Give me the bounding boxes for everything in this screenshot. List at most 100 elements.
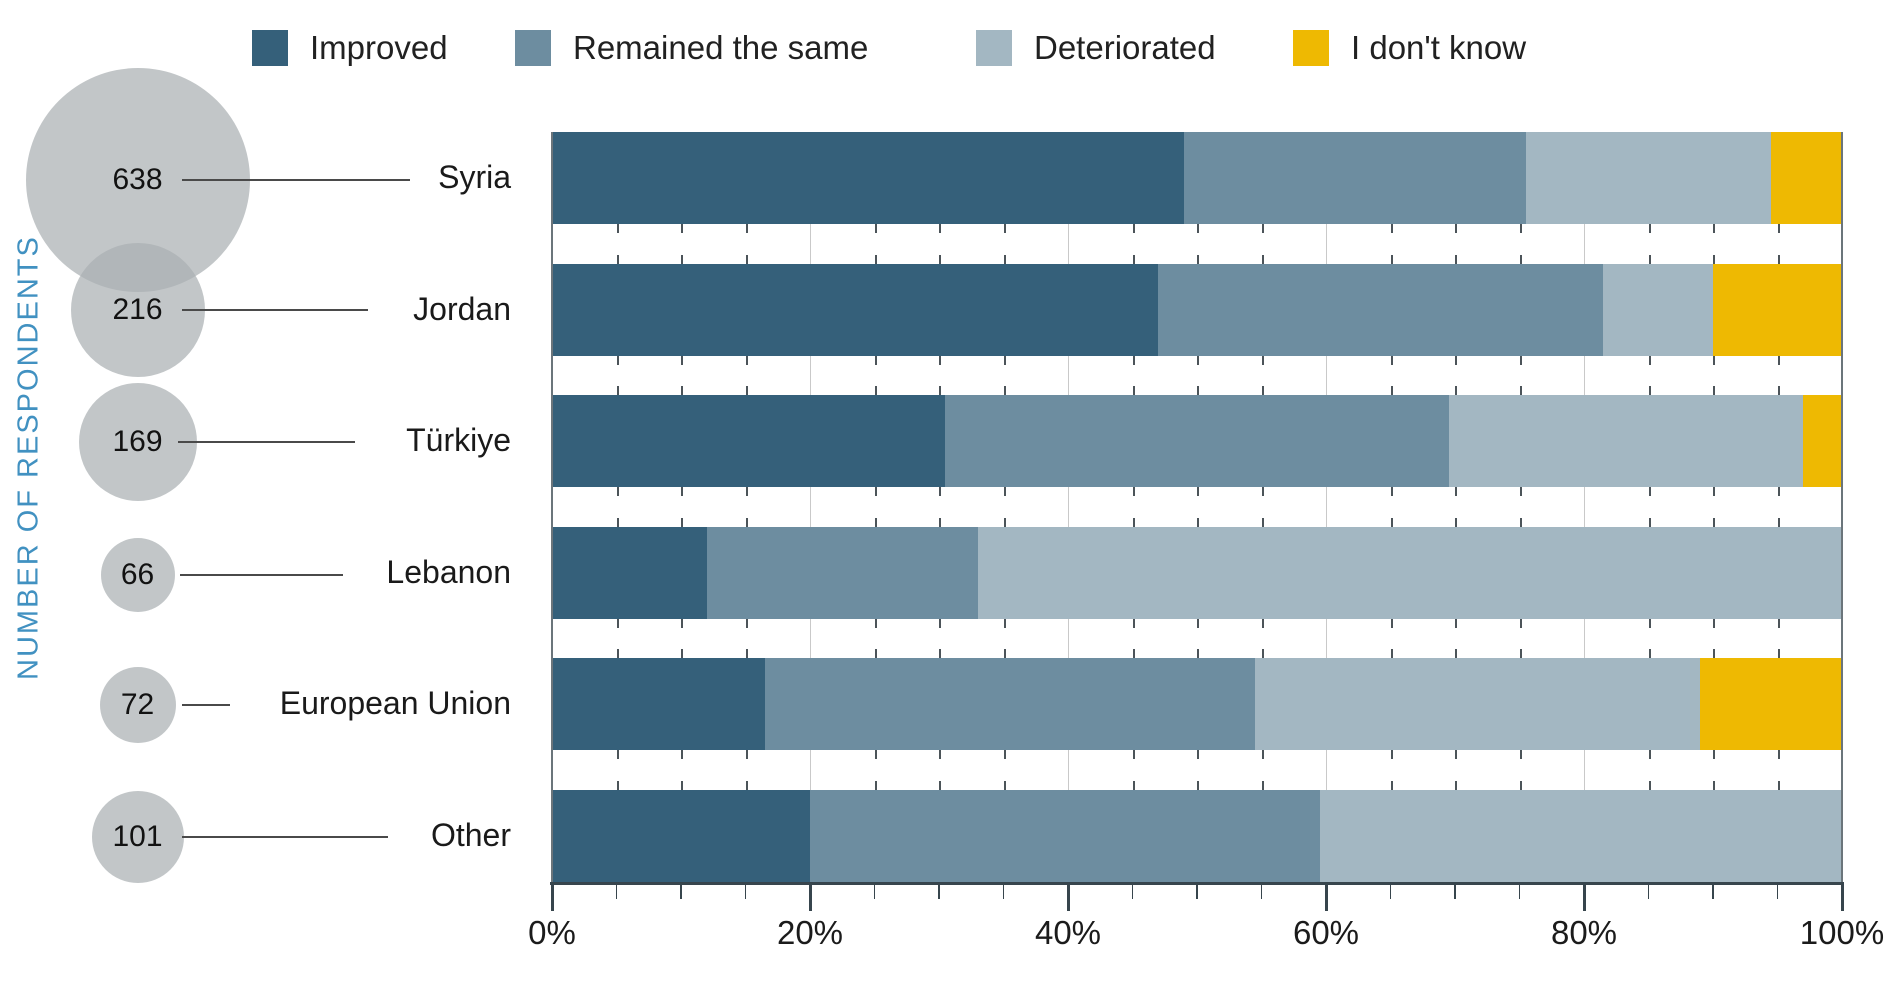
minor-tick — [1197, 750, 1199, 759]
minor-tick — [939, 386, 941, 395]
major-gridline — [1326, 487, 1327, 527]
minor-tick — [745, 254, 748, 264]
minor-tick — [1777, 618, 1780, 628]
respondent-count: 101 — [112, 820, 163, 853]
minor-tick — [1519, 780, 1522, 790]
respondent-count: 72 — [120, 688, 155, 721]
minor-tick — [1455, 487, 1457, 496]
minor-tick — [1713, 780, 1715, 790]
minor-tick — [939, 224, 941, 233]
minor-tick — [1261, 750, 1264, 759]
bar-segment — [552, 789, 810, 882]
major-gridline — [1326, 224, 1327, 264]
major-gridline — [810, 618, 811, 658]
minor-tick — [616, 487, 619, 496]
bar-segment — [1158, 263, 1604, 356]
minor-tick — [1261, 386, 1264, 395]
minor-tick — [1455, 254, 1457, 264]
minor-tick — [874, 386, 877, 395]
minor-tick — [1390, 487, 1393, 496]
x-minor-tick — [1776, 884, 1778, 899]
minor-tick — [1132, 386, 1135, 395]
x-minor-tick — [680, 884, 682, 899]
respondent-count: 638 — [112, 163, 163, 196]
minor-tick — [874, 355, 877, 365]
minor-tick — [1003, 355, 1006, 365]
bar-segment — [1603, 263, 1713, 356]
x-tick-label: 20% — [776, 914, 844, 951]
minor-tick — [1132, 618, 1135, 628]
minor-tick — [681, 386, 683, 395]
minor-tick — [939, 517, 941, 527]
major-gridline — [1584, 618, 1585, 658]
minor-tick — [1132, 649, 1135, 658]
minor-tick — [874, 487, 877, 496]
x-minor-tick — [873, 884, 875, 899]
x-major-tick — [1583, 884, 1586, 911]
gridline-strip — [552, 224, 1842, 264]
bar-segment — [1700, 658, 1842, 750]
x-major-tick — [1067, 884, 1070, 911]
minor-tick — [616, 517, 619, 527]
minor-tick — [745, 780, 748, 790]
minor-tick — [1003, 618, 1006, 628]
gridline-strip — [552, 750, 1842, 790]
minor-tick — [616, 254, 619, 264]
bar-segment — [1255, 658, 1701, 750]
minor-tick — [1003, 224, 1006, 233]
minor-tick — [1455, 649, 1457, 658]
minor-tick — [1777, 649, 1780, 658]
major-gridline — [1068, 355, 1069, 395]
minor-tick — [1777, 750, 1780, 759]
minor-tick — [1519, 487, 1522, 496]
bar-segment — [1803, 395, 1842, 487]
minor-tick — [1648, 750, 1651, 759]
leader-line — [178, 441, 355, 443]
minor-tick — [616, 649, 619, 658]
minor-tick — [681, 649, 683, 658]
minor-tick — [745, 487, 748, 496]
minor-tick — [1519, 618, 1522, 628]
minor-tick — [1197, 386, 1199, 395]
legend-item-label: Deteriorated — [1034, 29, 1216, 66]
legend-item-label: Improved — [310, 29, 448, 66]
minor-tick — [1390, 750, 1393, 759]
minor-tick — [1713, 487, 1715, 496]
minor-tick — [1519, 224, 1522, 233]
major-gridline — [1068, 618, 1069, 658]
minor-tick — [1455, 355, 1457, 365]
minor-tick — [681, 254, 683, 264]
minor-tick — [1132, 224, 1135, 233]
minor-tick — [745, 618, 748, 628]
major-gridline — [1326, 618, 1327, 658]
x-minor-tick — [1647, 884, 1649, 899]
bar-row-1 — [552, 132, 1842, 224]
minor-tick — [1390, 355, 1393, 365]
bar-segment — [552, 132, 1185, 224]
minor-tick — [1713, 355, 1715, 365]
minor-tick — [1455, 618, 1457, 628]
major-gridline — [810, 355, 811, 395]
minor-tick — [1777, 386, 1780, 395]
minor-tick — [1455, 517, 1457, 527]
minor-tick — [616, 224, 619, 233]
legend-item-label: Remained the same — [573, 29, 869, 66]
minor-tick — [1390, 618, 1393, 628]
minor-tick — [1713, 618, 1715, 628]
minor-tick — [681, 224, 683, 233]
category-label-european-union: European Union — [279, 685, 511, 721]
minor-tick — [1519, 355, 1522, 365]
minor-tick — [681, 355, 683, 365]
minor-tick — [1197, 517, 1199, 527]
legend-swatch-icon — [515, 30, 551, 66]
minor-tick — [1132, 750, 1135, 759]
minor-tick — [1390, 780, 1393, 790]
minor-tick — [745, 649, 748, 658]
x-minor-tick — [1260, 884, 1262, 899]
gridline-strip — [552, 487, 1842, 527]
minor-tick — [1390, 386, 1393, 395]
minor-tick — [939, 649, 941, 658]
minor-tick — [1390, 649, 1393, 658]
minor-tick — [1519, 254, 1522, 264]
minor-tick — [1197, 224, 1199, 233]
